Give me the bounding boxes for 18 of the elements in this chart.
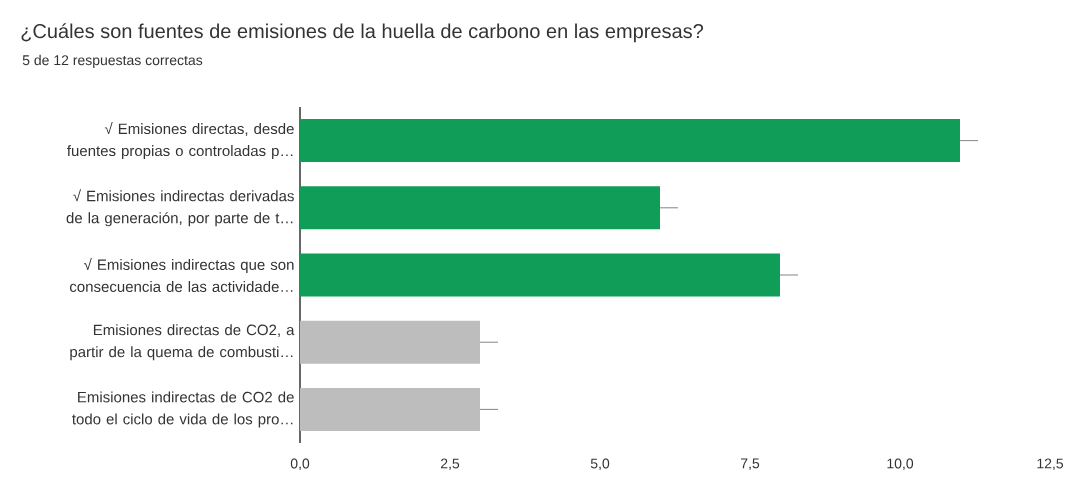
- bar: [300, 253, 781, 297]
- x-tick-label: 2,5: [440, 458, 460, 471]
- y-tick-label: Emisiones indirectas de CO2 de todo el ciclo de vida de los pro…: [72, 391, 294, 428]
- chart-title: ¿Cuáles son fuentes de emisiones de la huella de carbono en las empresas?: [21, 23, 704, 43]
- y-tick-label: √ Emisiones indirectas derivadas de la generación, por parte de t…: [66, 189, 294, 227]
- x-tick-label: 7,5: [741, 458, 760, 470]
- bar: [300, 186, 661, 230]
- x-tick-label: 12,5: [1037, 458, 1064, 471]
- text: 5 de 12 respuestas correctas: [22, 54, 203, 68]
- bar: [300, 387, 480, 431]
- y-tick-label: √ Emisiones directas, desde fuentes propias o controladas p…: [67, 122, 294, 160]
- y-tick-label: Emisiones directas de CO2, a partir de la quema de combusti…: [70, 324, 295, 361]
- bar: [300, 320, 480, 364]
- x-tick-label: 5,0: [590, 458, 610, 471]
- x-tick-label: 0,0: [290, 458, 310, 471]
- y-tick-label: √ Emisiones indirectas que son consecuencia de las actividade…: [69, 258, 294, 292]
- x-tick-label: 10,0: [887, 458, 914, 471]
- bar: [300, 119, 961, 163]
